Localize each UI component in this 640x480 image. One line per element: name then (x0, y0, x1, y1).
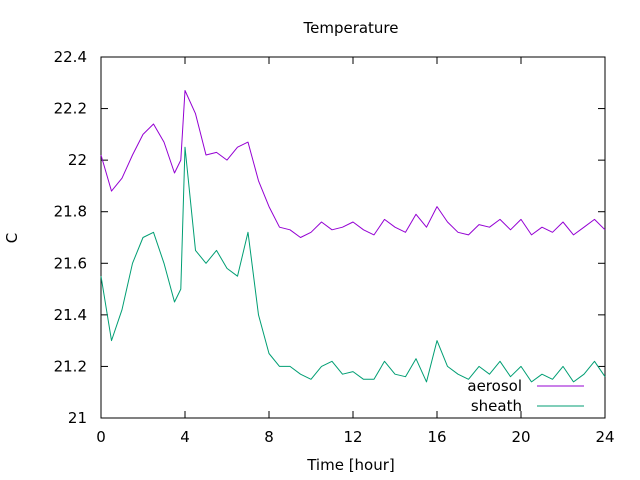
series-line-aerosol (100, 90, 606, 238)
legend: aerosol sheath (467, 377, 584, 415)
y-tick-label: 21 (68, 409, 87, 427)
axis-ticks: 0 4 8 12 16 20 24 21 21.2 21.4 21.6 21.8 22 22.2 22.4 (54, 48, 615, 446)
legend-label-aerosol: aerosol (467, 377, 522, 395)
y-tick-label: 22.4 (54, 48, 87, 66)
legend-label-sheath: sheath (471, 397, 522, 415)
y-tick-label: 21.6 (54, 254, 87, 272)
y-axis-title: C (3, 233, 21, 243)
x-tick-label: 12 (343, 428, 362, 446)
x-axis-title: Time [hour] (306, 456, 395, 474)
y-tick-label: 21.4 (54, 306, 87, 324)
x-tick-label: 20 (511, 428, 530, 446)
series-line-sheath (100, 146, 606, 383)
y-tick-label: 22.2 (54, 100, 87, 118)
x-tick-label: 16 (427, 428, 446, 446)
series-lines (100, 90, 606, 383)
chart-title: Temperature (302, 19, 398, 37)
y-tick-label: 21.2 (54, 357, 87, 375)
x-tick-label: 24 (595, 428, 614, 446)
plot-frame (100, 56, 606, 419)
x-tick-label: 8 (264, 428, 274, 446)
y-tick-label: 22 (68, 151, 87, 169)
x-tick-label: 0 (96, 428, 106, 446)
y-tick-label: 21.8 (54, 203, 87, 221)
x-tick-label: 4 (180, 428, 190, 446)
